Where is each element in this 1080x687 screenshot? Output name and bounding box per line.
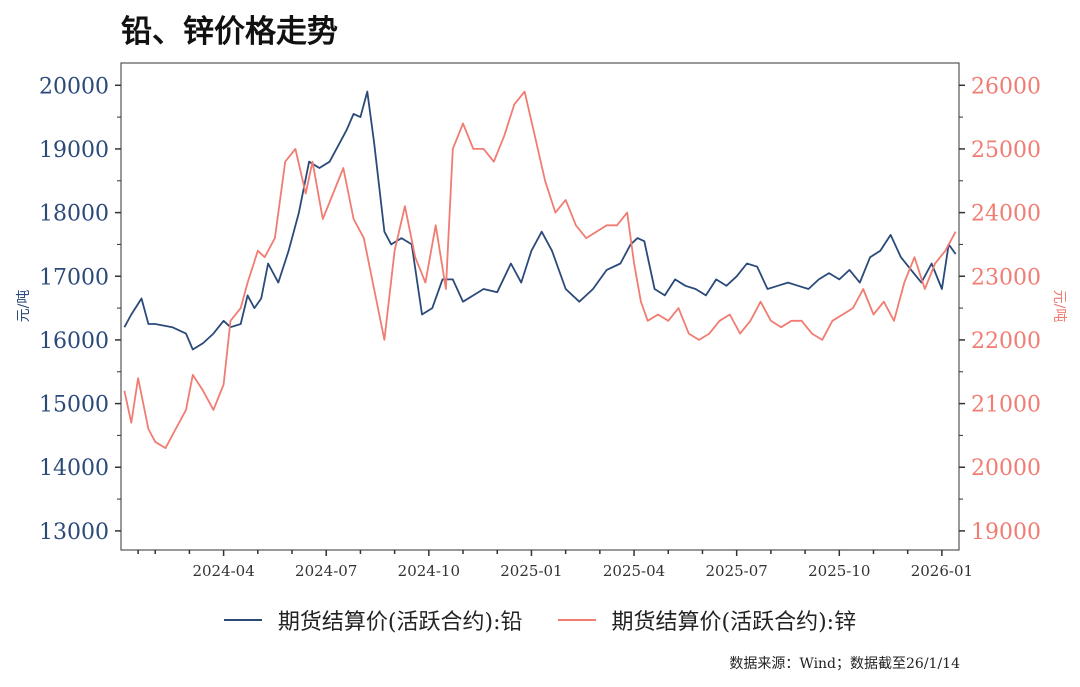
legend-item-zinc: 期货结算价(活跃合约):锌 xyxy=(557,604,857,636)
right-axis-tick-label: 20000 xyxy=(971,456,1041,481)
zinc-price-line xyxy=(123,90,957,450)
plot-frame xyxy=(120,62,960,551)
right-axis-tick-label: 22000 xyxy=(971,329,1041,354)
legend-item-lead: 期货结算价(活跃合约):铅 xyxy=(223,604,523,636)
right-axis-tick-label: 19000 xyxy=(971,520,1041,545)
x-axis: 2024-04 2024-07 2024-10 2025-01 2025-04 2025-… xyxy=(137,550,973,580)
left-axis-tick-label: 15000 xyxy=(39,393,109,418)
left-axis-tick-label: 20000 xyxy=(39,74,109,99)
left-axis-tick-label: 13000 xyxy=(39,520,109,545)
x-axis-tick-label: 2025-10 xyxy=(808,562,870,580)
legend-label-zinc: 期货结算价(活跃合约):锌 xyxy=(611,610,857,635)
right-axis-tick-label: 21000 xyxy=(971,393,1041,418)
source-note: 数据来源：Wind；数据截至26/1/14 xyxy=(729,656,960,672)
right-axis-tick-label: 23000 xyxy=(971,265,1041,290)
x-axis-tick-label: 2025-04 xyxy=(603,562,665,580)
legend-swatch-zinc xyxy=(557,619,596,621)
left-axis-tick-label: 14000 xyxy=(39,456,109,481)
x-axis-tick-label: 2024-07 xyxy=(295,562,357,580)
chart-title: 铅、锌价格走势 xyxy=(121,14,338,50)
right-axis: 19000 20000 21000 22000 23000 24000 25000 26000 xyxy=(959,74,1041,545)
right-axis-tick-label: 25000 xyxy=(971,138,1041,163)
right-axis-label: 元/吨 xyxy=(1051,290,1067,323)
left-axis-tick-label: 16000 xyxy=(39,329,109,354)
legend: 期货结算价(活跃合约):铅 期货结算价(活跃合约):锌 xyxy=(0,602,1080,636)
x-axis-tick-label: 2024-04 xyxy=(192,562,254,580)
legend-label-lead: 期货结算价(活跃合约):铅 xyxy=(277,610,523,635)
chart-canvas: 13000 14000 15000 16000 17000 18000 19000 20000… xyxy=(16,62,1067,580)
left-axis-tick-label: 18000 xyxy=(39,202,109,227)
right-axis-tick-label: 26000 xyxy=(971,74,1041,99)
left-axis-tick-label: 19000 xyxy=(39,138,109,163)
right-axis-tick-label: 24000 xyxy=(971,202,1041,227)
series-layer xyxy=(123,90,957,450)
left-axis: 13000 14000 15000 16000 17000 18000 19000 20000 xyxy=(39,74,121,545)
left-axis-label: 元/吨 xyxy=(16,290,32,323)
legend-swatch-lead xyxy=(223,619,262,621)
left-axis-tick-label: 17000 xyxy=(39,265,109,290)
x-axis-tick-label: 2026-01 xyxy=(911,562,973,580)
x-axis-tick-label: 2025-07 xyxy=(706,562,768,580)
lead-price-line xyxy=(123,90,957,351)
x-axis-tick-label: 2025-01 xyxy=(500,562,562,580)
x-axis-tick-label: 2024-10 xyxy=(398,562,460,580)
